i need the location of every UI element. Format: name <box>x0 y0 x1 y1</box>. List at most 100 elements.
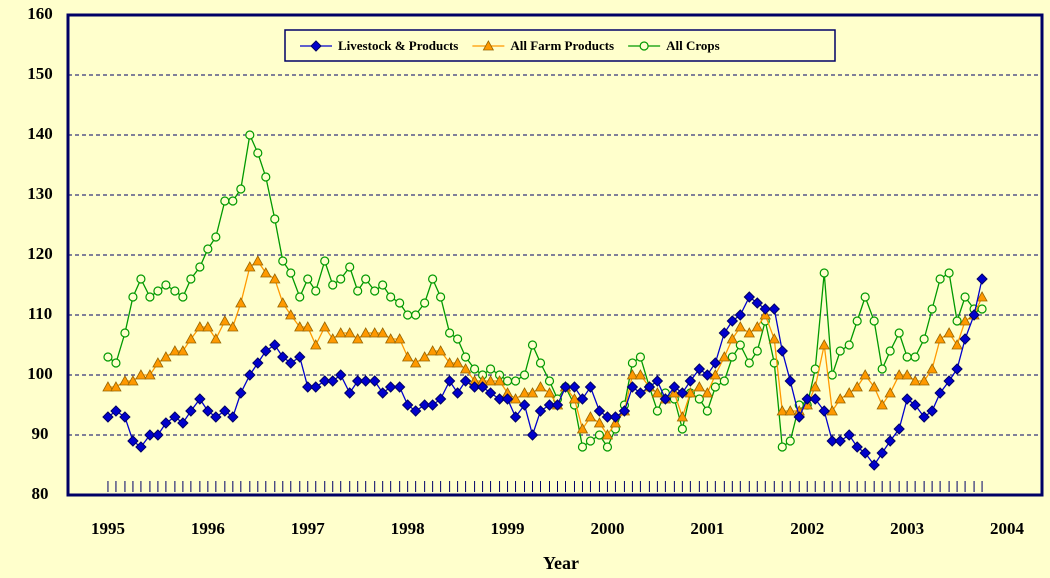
point <box>252 357 264 369</box>
point <box>809 381 821 392</box>
point <box>593 417 606 428</box>
point <box>676 387 689 399</box>
point <box>210 411 222 423</box>
point <box>843 429 855 441</box>
legend-label: All Farm Products <box>510 38 614 53</box>
point <box>784 405 796 416</box>
point <box>960 292 970 302</box>
point <box>827 370 837 380</box>
point <box>801 393 813 405</box>
y-tick-label: 140 <box>27 124 53 143</box>
point <box>718 327 731 339</box>
legend-marker <box>310 40 322 52</box>
point <box>418 351 431 362</box>
point <box>384 381 397 393</box>
point <box>844 340 854 350</box>
point <box>160 417 172 429</box>
legend-label: All Crops <box>666 38 720 53</box>
point <box>785 436 795 446</box>
point <box>851 381 863 392</box>
point <box>601 411 614 423</box>
x-tick-label: 1998 <box>391 519 425 538</box>
legend-marker <box>639 41 649 51</box>
point <box>544 376 555 386</box>
point <box>119 375 131 386</box>
point <box>361 274 371 284</box>
point <box>768 333 780 344</box>
point <box>876 447 888 459</box>
point <box>344 327 356 338</box>
point <box>484 375 497 386</box>
point <box>834 435 846 447</box>
point <box>352 333 364 344</box>
y-tick-label: 100 <box>27 364 53 383</box>
point <box>584 381 597 393</box>
point <box>295 292 305 302</box>
legend-marker <box>482 40 495 51</box>
point <box>102 381 114 392</box>
point <box>884 387 896 398</box>
point <box>235 387 247 399</box>
point <box>277 351 289 363</box>
point <box>451 387 464 399</box>
point <box>951 363 963 375</box>
point <box>368 375 381 387</box>
point <box>752 346 762 356</box>
point <box>643 381 656 393</box>
point <box>360 327 372 338</box>
point <box>701 387 714 398</box>
point <box>153 286 163 296</box>
y-tick-label: 150 <box>27 64 53 83</box>
point <box>227 411 239 423</box>
point <box>278 256 288 266</box>
point <box>443 357 456 368</box>
legend-box <box>284 29 836 62</box>
point <box>136 274 146 284</box>
point <box>252 255 264 266</box>
point <box>684 375 697 387</box>
x-tick-label: 1995 <box>91 519 125 538</box>
point <box>320 256 330 266</box>
point <box>493 393 506 405</box>
point <box>270 214 280 224</box>
point <box>626 369 639 380</box>
point <box>459 363 472 374</box>
point <box>909 375 921 386</box>
point <box>260 267 272 278</box>
point <box>709 357 722 369</box>
point <box>627 358 638 368</box>
point <box>269 339 281 351</box>
point <box>509 393 522 404</box>
point <box>294 321 306 332</box>
point <box>302 381 314 393</box>
point <box>286 268 296 278</box>
point <box>178 292 188 302</box>
point <box>177 417 189 429</box>
point <box>719 376 729 386</box>
x-axis-label: Year <box>543 553 579 573</box>
point <box>926 405 938 417</box>
point <box>409 357 422 368</box>
point <box>576 393 589 405</box>
point <box>860 292 870 302</box>
point <box>359 375 372 387</box>
point <box>885 346 895 356</box>
point <box>652 406 662 416</box>
point <box>152 357 164 368</box>
point <box>393 381 406 393</box>
point <box>328 280 338 290</box>
point <box>893 369 905 380</box>
point <box>534 381 547 392</box>
point <box>302 321 314 332</box>
point <box>859 447 871 459</box>
x-tick-label: 2004 <box>990 519 1025 538</box>
point <box>519 370 530 380</box>
point <box>434 345 447 356</box>
point <box>120 328 130 338</box>
point <box>735 340 745 350</box>
point <box>834 393 846 404</box>
point <box>819 268 829 278</box>
point <box>743 327 755 338</box>
point <box>152 429 164 441</box>
